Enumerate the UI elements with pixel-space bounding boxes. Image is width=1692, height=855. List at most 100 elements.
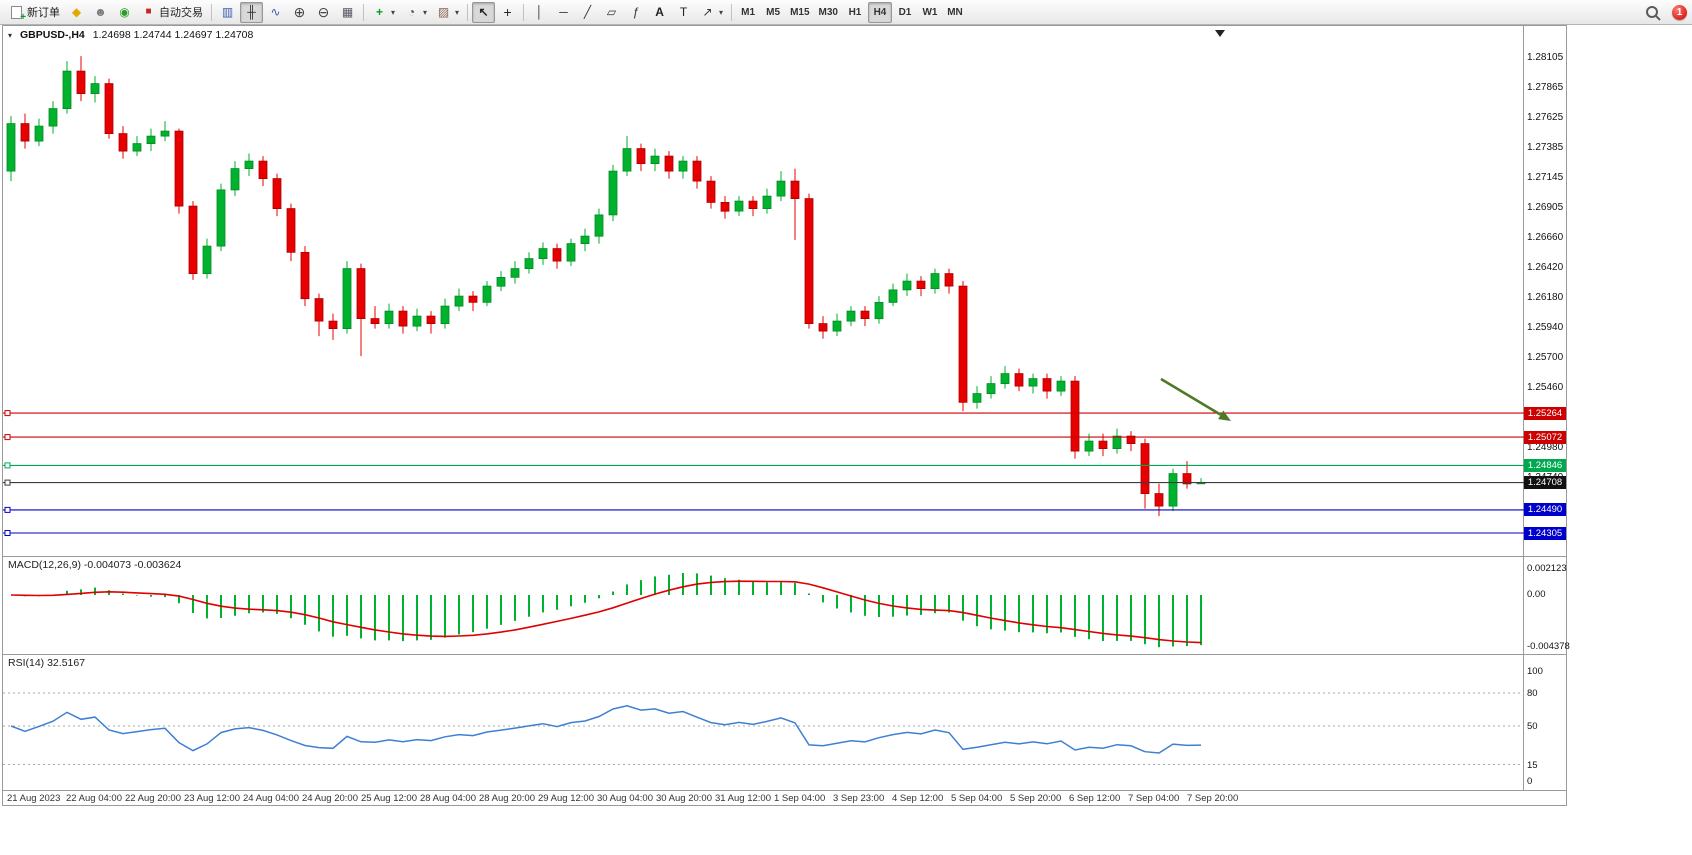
rsi-panel[interactable]: RSI(14) 32.5167 xyxy=(3,654,1524,790)
time-axis-label: 25 Aug 12:00 xyxy=(361,793,417,804)
macd-panel[interactable]: MACD(12,26,9) -0.004073 -0.003624 xyxy=(3,556,1524,654)
time-axis-label: 5 Sep 04:00 xyxy=(951,793,1003,804)
chart-window: ▾ GBPUSD-,H4 1.24698 1.24744 1.24697 1.2… xyxy=(2,25,1570,807)
time-axis-label: 30 Aug 04:00 xyxy=(597,793,653,804)
time-axis-label: 30 Aug 20:00 xyxy=(656,793,712,804)
macd-label: MACD(12,26,9) -0.004073 -0.003624 xyxy=(8,559,182,571)
label-tool-button[interactable]: T xyxy=(672,2,695,23)
zoom-out-button[interactable]: ⊖ xyxy=(312,2,335,23)
search-button[interactable] xyxy=(1641,2,1663,23)
rsi-line xyxy=(10,705,1202,754)
price-axis-label: 1.25700 xyxy=(1527,352,1564,363)
main-chart-panel[interactable]: ▾ GBPUSD-,H4 1.24698 1.24744 1.24697 1.2… xyxy=(3,26,1524,556)
timeframe-m5-button[interactable]: M5 xyxy=(761,2,785,23)
time-axis-label: 3 Sep 23:00 xyxy=(833,793,885,804)
price-axis-label: 1.26420 xyxy=(1527,262,1564,273)
timeframe-m1-button[interactable]: M1 xyxy=(736,2,760,23)
time-axis-label: 7 Sep 20:00 xyxy=(1187,793,1239,804)
new-order-label: 新订单 xyxy=(27,7,60,19)
level-handle[interactable] xyxy=(4,506,11,513)
price-axis-label: 1.27865 xyxy=(1527,82,1564,93)
price-tag[interactable]: 1.24708 xyxy=(1524,476,1566,490)
price-axis-label: 1.26905 xyxy=(1527,202,1564,213)
price-axis-label: 1.26180 xyxy=(1527,292,1564,303)
crosshair-button[interactable]: + xyxy=(496,2,519,23)
timeframe-d1-button[interactable]: D1 xyxy=(893,2,917,23)
macd-axis-label: 0.002123 xyxy=(1527,563,1567,574)
shift-marker-icon[interactable] xyxy=(1215,30,1225,37)
chart-symbol-label: GBPUSD-,H4 xyxy=(20,29,85,41)
line-chart-button[interactable]: ∿ xyxy=(264,2,287,23)
level-handle[interactable] xyxy=(4,479,11,486)
label-icon: T xyxy=(679,5,688,19)
line-chart-icon: ∿ xyxy=(270,5,281,19)
periods-button[interactable]: ◔ ▾ xyxy=(400,2,431,23)
time-axis-label: 24 Aug 04:00 xyxy=(243,793,299,804)
chevron-down-icon: ▾ xyxy=(391,7,396,17)
time-axis[interactable]: 21 Aug 2023 22 Aug 04:00 22 Aug 20:00 23 Au… xyxy=(3,790,1566,807)
bar-chart-icon: ▥ xyxy=(221,5,234,19)
auto-trading-label: 自动交易 xyxy=(159,7,203,19)
arrows-tool-button[interactable]: ↗ ▾ xyxy=(696,2,727,23)
macd-signal-line xyxy=(10,580,1202,644)
rsi-axis-label: 80 xyxy=(1527,688,1538,699)
bar-chart-button[interactable]: ▥ xyxy=(216,2,239,23)
timeframe-m15-button[interactable]: M15 xyxy=(786,2,813,23)
chart-menu-icon[interactable]: ▾ xyxy=(8,30,13,40)
candles xyxy=(6,56,1206,517)
cursor-button[interactable]: ↖ xyxy=(472,1,496,23)
trendline-button[interactable]: ╱ xyxy=(576,2,599,23)
level-handle[interactable] xyxy=(4,462,11,469)
toolbar: 新订单 ◆ ☻ ◉ ■ 自动交易 ▥ ╫ ∿ ⊕ ⊖ ▦ +▾ ◔▾ ▨▾ ↖ … xyxy=(0,0,1692,25)
crosshair-icon: + xyxy=(503,4,512,20)
time-axis-label: 21 Aug 2023 xyxy=(7,793,61,804)
cursor-icon: ↖ xyxy=(478,5,489,19)
indicators-button[interactable]: + ▾ xyxy=(368,2,399,23)
template-icon: ▨ xyxy=(437,5,450,19)
level-handle[interactable] xyxy=(4,410,11,417)
rsi-axis-label: 15 xyxy=(1527,760,1538,771)
community-button[interactable]: ◉ xyxy=(113,2,136,23)
templates-button[interactable]: ▨ ▾ xyxy=(432,2,463,23)
price-tag[interactable]: 1.25264 xyxy=(1524,406,1566,420)
search-icon xyxy=(1646,6,1658,18)
price-tag[interactable]: 1.24305 xyxy=(1524,526,1566,540)
notification-badge[interactable]: 1 xyxy=(1672,4,1687,20)
channel-button[interactable]: ▱ xyxy=(600,2,623,23)
arrow-annotation[interactable] xyxy=(1160,377,1222,416)
add-indicator-icon: + xyxy=(375,5,383,19)
level-handle[interactable] xyxy=(4,434,11,441)
text-tool-button[interactable]: A xyxy=(648,2,671,23)
new-order-button[interactable]: 新订单 xyxy=(5,2,64,23)
fibonacci-button[interactable]: ƒ xyxy=(624,2,647,23)
price-tag[interactable]: 1.24490 xyxy=(1524,503,1566,517)
text-icon: A xyxy=(655,5,664,19)
profile-button[interactable]: ☻ xyxy=(89,2,112,23)
macd-histogram xyxy=(24,573,1202,648)
timeframe-mn-button[interactable]: MN xyxy=(943,2,967,23)
chart-quote-line: 1.24698 1.24744 1.24697 1.24708 xyxy=(92,29,254,41)
auto-trading-button[interactable]: ■ 自动交易 xyxy=(137,2,207,23)
time-axis-label: 22 Aug 20:00 xyxy=(125,793,181,804)
macd-axis-label: 0.00 xyxy=(1527,589,1546,600)
price-tag[interactable]: 1.24846 xyxy=(1524,458,1566,472)
timeframe-m30-button[interactable]: M30 xyxy=(815,2,842,23)
toolbar-separator xyxy=(523,3,525,21)
chevron-down-icon: ▾ xyxy=(719,7,724,17)
horizontal-line-button[interactable]: ─ xyxy=(552,2,575,23)
timeframe-w1-button[interactable]: W1 xyxy=(918,2,942,23)
candlestick-chart[interactable] xyxy=(3,26,1524,556)
price-tag[interactable]: 1.25072 xyxy=(1524,430,1566,444)
timeframe-h1-button[interactable]: H1 xyxy=(843,2,867,23)
meta-editor-button[interactable]: ◆ xyxy=(65,2,88,23)
zoom-in-button[interactable]: ⊕ xyxy=(288,2,311,23)
new-order-icon xyxy=(9,5,26,23)
price-axis[interactable]: 1.28105 1.27865 1.27625 1.27385 1.27145 1.269… xyxy=(1524,26,1567,556)
time-axis-label: 6 Sep 12:00 xyxy=(1069,793,1121,804)
level-handle[interactable] xyxy=(4,530,11,536)
tile-windows-button[interactable]: ▦ xyxy=(336,2,359,23)
candlestick-chart-button[interactable]: ╫ xyxy=(240,1,263,23)
timeframe-h4-button[interactable]: H4 xyxy=(867,1,892,23)
toolbar-separator xyxy=(363,3,364,21)
vertical-line-button[interactable]: │ xyxy=(528,2,551,23)
